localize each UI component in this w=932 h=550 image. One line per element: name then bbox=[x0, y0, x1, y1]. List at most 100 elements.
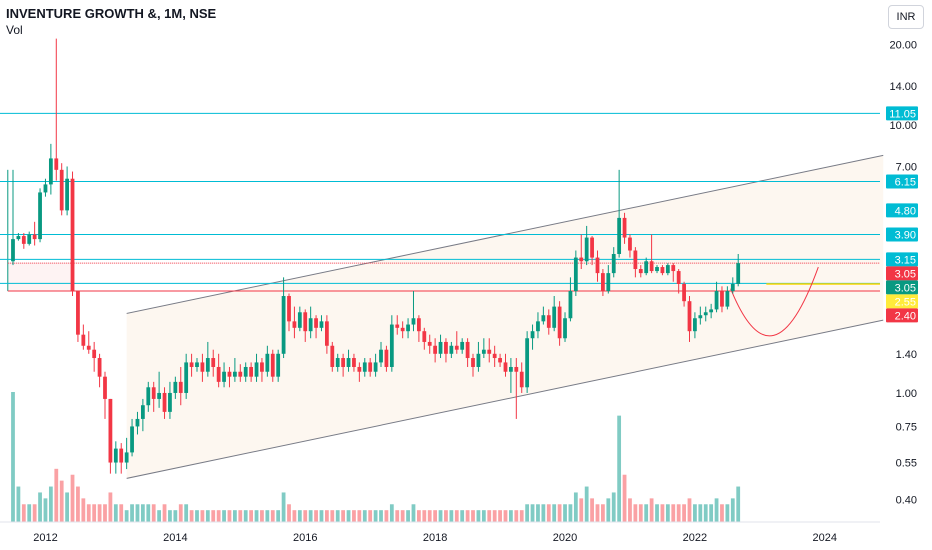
y-tick-label: 20.00 bbox=[889, 39, 917, 51]
volume-bar bbox=[552, 504, 557, 522]
price-badge bbox=[886, 106, 918, 121]
candle-body bbox=[346, 358, 351, 367]
volume-bar bbox=[541, 504, 546, 522]
candle-body bbox=[460, 341, 465, 350]
candle-body bbox=[671, 265, 676, 272]
volume-bar bbox=[611, 492, 616, 522]
volume-bar bbox=[525, 504, 530, 522]
price-badge-label: 6.15 bbox=[895, 177, 916, 189]
candle-body bbox=[211, 358, 216, 367]
volume-bar bbox=[173, 510, 178, 522]
volume-bar bbox=[330, 510, 335, 522]
volume-bar bbox=[536, 504, 540, 522]
volume-bar bbox=[200, 510, 205, 522]
x-tick-label: 2022 bbox=[683, 532, 707, 544]
candle-body bbox=[54, 158, 59, 170]
volume-bar bbox=[384, 510, 389, 522]
candle-body bbox=[736, 263, 741, 284]
candle-body bbox=[563, 318, 567, 339]
volume-bar bbox=[530, 504, 535, 522]
volume-bar bbox=[11, 392, 15, 522]
candle-body bbox=[471, 358, 475, 367]
volume-bar bbox=[373, 510, 378, 522]
candle-body bbox=[86, 345, 91, 350]
volume-bar bbox=[676, 504, 681, 522]
candle-body bbox=[601, 273, 605, 292]
candle-body bbox=[168, 392, 172, 412]
volume-bar bbox=[319, 510, 324, 522]
volume-bar bbox=[352, 510, 356, 522]
volume-bar bbox=[357, 510, 362, 522]
volume-bar bbox=[633, 504, 638, 522]
volume-bar bbox=[492, 510, 497, 522]
volume-bar bbox=[433, 510, 438, 522]
candle-body bbox=[232, 371, 237, 377]
volume-bar bbox=[568, 504, 573, 522]
candle-body bbox=[709, 309, 714, 313]
candle-body bbox=[568, 291, 573, 319]
candle-body bbox=[395, 324, 400, 328]
volume-bar bbox=[232, 510, 237, 522]
candle-body bbox=[335, 358, 340, 367]
candle-body bbox=[265, 353, 270, 372]
volume-bar bbox=[146, 504, 151, 522]
volume-bar bbox=[140, 504, 145, 522]
price-badge bbox=[886, 294, 918, 309]
volume-bar bbox=[606, 498, 611, 522]
candle-body bbox=[200, 362, 205, 372]
volume-bar bbox=[92, 504, 97, 522]
candle-body bbox=[195, 362, 199, 367]
price-badge-label: 11.05 bbox=[889, 108, 916, 120]
volume-bar bbox=[557, 504, 562, 522]
volume-bar bbox=[476, 510, 481, 522]
price-badge-label: 3.05 bbox=[895, 282, 916, 294]
volume-bar bbox=[16, 486, 21, 522]
price-badge bbox=[886, 227, 918, 242]
candle-body bbox=[135, 418, 140, 427]
volume-bar bbox=[454, 510, 459, 522]
price-badge-label: 2.40 bbox=[895, 310, 916, 322]
volume-bar bbox=[682, 504, 686, 522]
volume-bar bbox=[649, 498, 654, 522]
volume-bar bbox=[346, 510, 351, 522]
candle-body bbox=[146, 387, 151, 406]
candle-body bbox=[579, 257, 584, 262]
volume-bar bbox=[292, 510, 297, 522]
cup-curve bbox=[730, 266, 819, 337]
volume-bar bbox=[76, 486, 80, 522]
volume-bar bbox=[379, 510, 383, 522]
candle-body bbox=[438, 341, 443, 354]
volume-bar bbox=[714, 498, 719, 522]
candle-body bbox=[584, 237, 589, 262]
candle-body bbox=[628, 237, 632, 251]
volume-bar bbox=[157, 510, 162, 522]
volume-bar bbox=[265, 510, 270, 522]
x-tick-label: 2020 bbox=[553, 532, 577, 544]
candle-body bbox=[698, 315, 703, 319]
candle-body bbox=[362, 362, 367, 372]
volume-bar bbox=[130, 504, 134, 522]
candle-body bbox=[108, 398, 113, 463]
currency-button[interactable]: INR bbox=[888, 5, 924, 29]
candle-body bbox=[660, 267, 665, 274]
volume-bar bbox=[703, 504, 708, 522]
volume-bar bbox=[119, 504, 124, 522]
volume-bar bbox=[687, 498, 692, 522]
candle-body bbox=[32, 234, 37, 240]
volume-bar bbox=[579, 498, 584, 522]
volume-bar bbox=[400, 510, 405, 522]
y-tick-label: 1.40 bbox=[896, 349, 917, 361]
candle-body bbox=[297, 312, 302, 328]
candle-body bbox=[16, 236, 21, 240]
volume-bar bbox=[59, 480, 64, 522]
volume-bar bbox=[660, 504, 665, 522]
volume-bar bbox=[65, 492, 70, 522]
volume-bar bbox=[216, 510, 221, 522]
candle-body bbox=[21, 236, 26, 244]
candle-body bbox=[184, 362, 189, 393]
candle-body bbox=[525, 338, 530, 388]
candle-body bbox=[11, 239, 15, 262]
candle-body bbox=[205, 358, 210, 372]
candle-body bbox=[76, 291, 80, 335]
